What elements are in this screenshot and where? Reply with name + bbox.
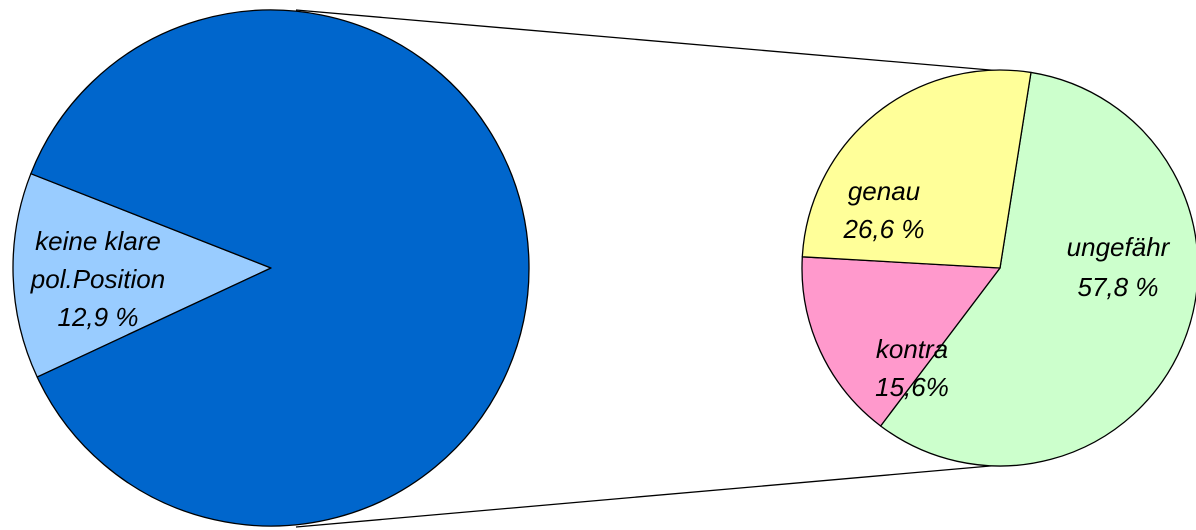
detail-label-line: 57,8 % xyxy=(1078,272,1159,302)
detail-label-line: kontra xyxy=(876,334,948,364)
main-label-line: 12,9 % xyxy=(58,302,139,332)
detail-label-line: ungefähr xyxy=(1067,232,1171,262)
main-label-line: pol.Position xyxy=(30,264,165,294)
detail-pie xyxy=(802,70,1196,466)
main-label-line: keine klare xyxy=(35,226,161,256)
detail-label-line: genau xyxy=(848,176,920,206)
detail-label-line: 26,6 % xyxy=(843,214,925,244)
detail-label-line: 15,6% xyxy=(875,372,949,402)
